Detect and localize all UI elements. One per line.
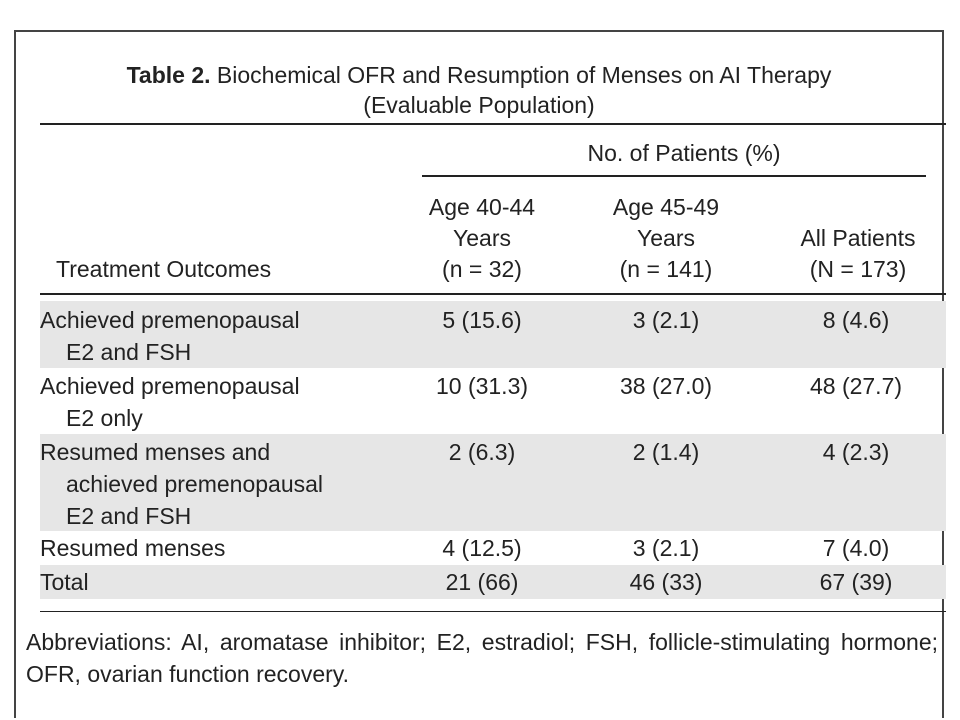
table-cell: 4 (2.3) bbox=[822, 439, 890, 465]
table-cell: 3 (2.1) bbox=[632, 535, 700, 561]
footnote: Abbreviations: AI, aromatase inhibitor; … bbox=[26, 629, 938, 687]
table-title: Table 2. Biochemical OFR and Resumption … bbox=[16, 60, 942, 120]
header-rule bbox=[40, 293, 946, 295]
table-cell: 67 (39) bbox=[819, 569, 893, 595]
row-band-3 bbox=[40, 434, 946, 531]
column-header-age-40-44: Age 40-44 Years (n = 32) bbox=[428, 194, 536, 282]
table-cell: 7 (4.0) bbox=[822, 535, 890, 561]
group-header: No. of Patients (%) bbox=[587, 140, 781, 166]
column-header-age-45-49: Age 45-49 Years (n = 141) bbox=[612, 194, 720, 282]
row-band-1 bbox=[40, 301, 946, 368]
table-cell: 4 (12.5) bbox=[442, 535, 522, 561]
table-row-label: Resumed menses and achieved premenopausa… bbox=[40, 439, 324, 529]
table-row-label: Achieved premenopausal E2 only bbox=[40, 373, 300, 431]
table-cell: 8 (4.6) bbox=[822, 307, 890, 333]
table-cell: 21 (66) bbox=[445, 569, 519, 595]
table-cell: 46 (33) bbox=[629, 569, 703, 595]
table-row-label: Resumed menses bbox=[40, 535, 226, 561]
row-header: Treatment Outcomes bbox=[56, 256, 272, 282]
table-cell: 2 (1.4) bbox=[632, 439, 700, 465]
table-cell: 2 (6.3) bbox=[448, 439, 516, 465]
table-cell: 3 (2.1) bbox=[632, 307, 700, 333]
row-band-5 bbox=[40, 565, 946, 599]
table-cell: 48 (27.7) bbox=[809, 373, 903, 399]
table-cell: 10 (31.3) bbox=[435, 373, 529, 399]
group-rule bbox=[422, 175, 926, 177]
bottom-rule bbox=[40, 611, 946, 612]
table-row-label: Total bbox=[40, 569, 89, 595]
column-header-all-patients: All Patients (N = 173) bbox=[800, 225, 916, 282]
table-number: Table 2. bbox=[126, 62, 211, 88]
table-subtitle: (Evaluable Population) bbox=[363, 92, 595, 118]
table-frame: Table 2. Biochemical OFR and Resumption … bbox=[14, 30, 946, 718]
top-rule bbox=[40, 123, 946, 125]
table-cell: 5 (15.6) bbox=[442, 307, 522, 333]
table-row-label: Achieved premenopausal E2 and FSH bbox=[40, 307, 300, 365]
table-cell: 38 (27.0) bbox=[619, 373, 713, 399]
table-title-text: Biochemical OFR and Resumption of Menses… bbox=[216, 62, 832, 88]
